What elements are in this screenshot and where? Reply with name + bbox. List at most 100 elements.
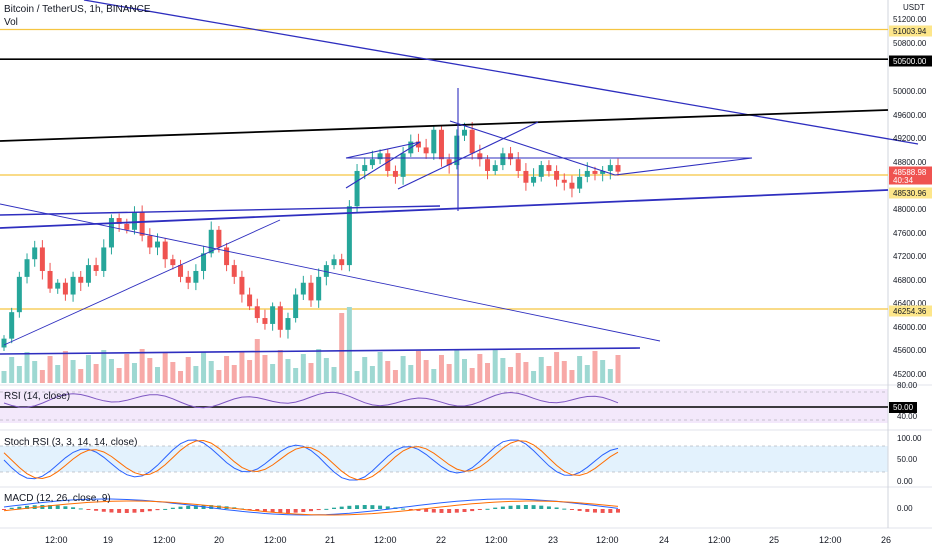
candle-body	[531, 176, 537, 183]
macd-histogram-bar	[439, 509, 444, 513]
volume-bar	[16, 366, 22, 383]
volume-bar	[139, 349, 145, 383]
macd-histogram-bar	[470, 509, 475, 512]
time-tick-label: 12:00	[153, 535, 176, 545]
macd-histogram-bar	[569, 509, 574, 510]
volume-bar	[208, 361, 214, 383]
volume-bar	[85, 355, 91, 383]
macd-histogram-bar	[163, 508, 168, 510]
candle-body	[16, 276, 22, 313]
volume-bar	[24, 352, 30, 383]
candle-body	[178, 265, 184, 277]
price-tag-label: 51003.94	[893, 27, 927, 36]
candle-body	[201, 253, 207, 271]
candle-body	[546, 165, 552, 171]
macd-histogram-bar	[262, 509, 267, 512]
macd-histogram-bar	[25, 505, 30, 509]
volume-bar	[400, 356, 406, 383]
candle-body	[139, 212, 145, 236]
candle-body	[9, 312, 15, 339]
candle-body	[523, 170, 529, 183]
macd-tick-label: 0.00	[897, 504, 913, 513]
candle-body	[247, 294, 253, 307]
candle-body	[1, 338, 7, 348]
candle-body	[170, 259, 176, 266]
macd-histogram-bar	[309, 509, 313, 512]
time-tick-label: 21	[325, 535, 335, 545]
candle-body	[569, 182, 575, 189]
volume-bar	[116, 368, 122, 383]
macd-histogram-bar	[546, 506, 551, 509]
volume-bar	[354, 371, 360, 383]
candle-body	[193, 270, 199, 283]
volume-bar	[262, 355, 268, 383]
candle-body	[438, 129, 444, 160]
time-tick-label: 12:00	[819, 535, 842, 545]
macd-histogram-bar	[86, 509, 91, 510]
candle-body	[500, 153, 506, 166]
trend-line	[614, 157, 753, 176]
macd-histogram-bar	[416, 509, 421, 511]
time-tick-label: 12:00	[596, 535, 619, 545]
candle-body	[55, 282, 61, 289]
volume-bar	[385, 361, 391, 383]
volume-bar	[108, 359, 114, 383]
macd-histogram-bar	[9, 507, 14, 509]
candle-body	[316, 276, 322, 301]
rsi-tag	[889, 402, 917, 413]
volume-bar	[438, 355, 444, 383]
time-tick-label: 20	[214, 535, 224, 545]
volume-bar	[561, 361, 567, 383]
price-tick-label: 50000.00	[893, 87, 927, 96]
volume-bar	[47, 356, 53, 383]
candle-body	[78, 276, 84, 283]
price-tag	[889, 166, 932, 178]
macd-histogram-bar	[523, 505, 528, 509]
candle-body	[216, 229, 222, 248]
time-tick-label: 12:00	[374, 535, 397, 545]
macd-histogram-bar	[608, 509, 613, 513]
macd-histogram-bar	[562, 508, 567, 510]
macd-histogram-bar	[193, 505, 198, 509]
candle-body	[70, 276, 76, 295]
candle-body	[354, 170, 360, 207]
volume-bar	[185, 357, 191, 383]
price-tag-label: 40:34	[893, 176, 914, 185]
volume-bar	[331, 367, 337, 383]
macd-histogram-bar	[592, 509, 597, 513]
candle-body	[239, 276, 245, 295]
trend-line	[397, 121, 539, 190]
macd-histogram-bar	[301, 509, 306, 513]
candle-body	[231, 265, 237, 277]
rsi-band	[0, 389, 888, 423]
price-tag	[889, 305, 932, 317]
macd-histogram-bar	[531, 505, 536, 509]
volume-bar	[124, 354, 130, 383]
macd-histogram-bar	[17, 506, 22, 509]
price-tick-label: 46400.00	[893, 299, 927, 308]
macd-histogram-bar	[117, 509, 122, 513]
candle-body	[561, 179, 567, 183]
volume-bar	[9, 357, 15, 383]
volume-label: Vol	[4, 17, 18, 28]
rsi-tag-label: 50.00	[893, 403, 914, 412]
candle-body	[300, 282, 306, 295]
price-tick-label: 46800.00	[893, 276, 927, 285]
volume-bar	[247, 360, 253, 383]
candle-body	[155, 241, 160, 248]
volume-bar	[162, 353, 168, 383]
macd-histogram-bar	[385, 506, 390, 509]
macd-histogram-bar	[401, 508, 406, 510]
stoch-d-line	[3, 439, 619, 481]
macd-histogram-bar	[332, 507, 337, 509]
volume-bar	[193, 366, 199, 383]
volume-bar	[500, 358, 506, 383]
candle-body	[39, 247, 45, 271]
trend-line	[83, 0, 919, 145]
macd-histogram-bar	[247, 509, 252, 510]
volume-bar	[485, 363, 491, 383]
volume-bar	[423, 360, 429, 383]
candle-body	[323, 265, 329, 277]
macd-histogram-bar	[55, 505, 60, 509]
